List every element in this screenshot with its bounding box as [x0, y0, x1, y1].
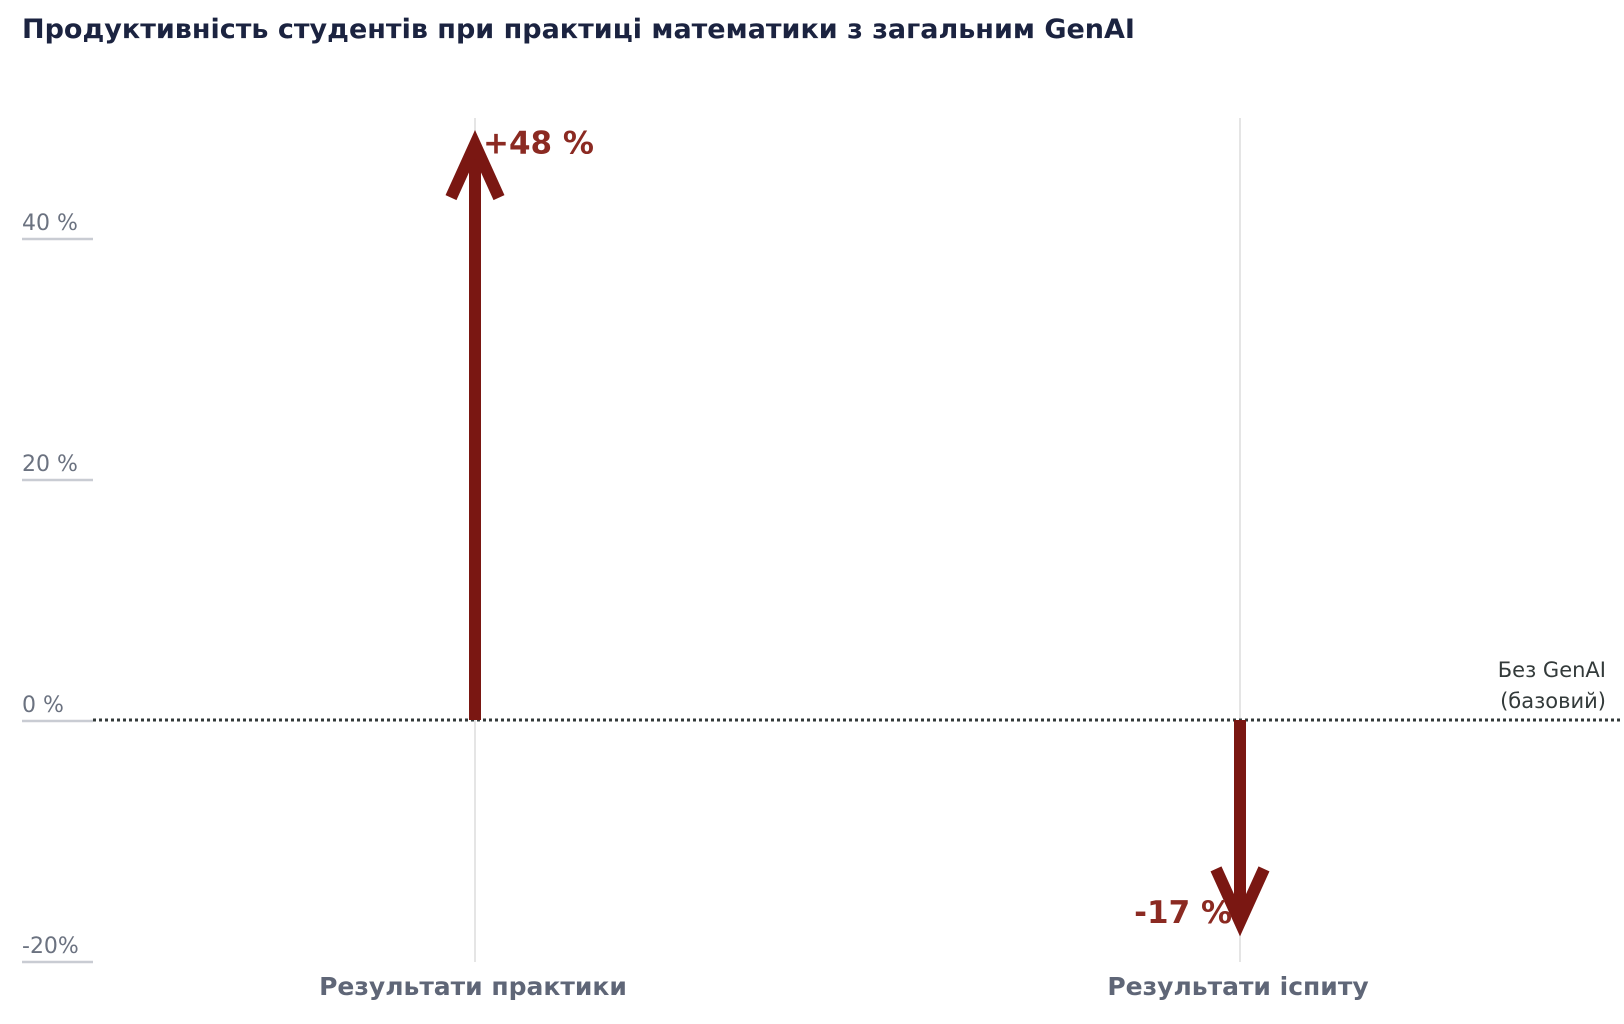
y-tick-label: -20%	[22, 934, 79, 959]
category-label: Результати іспиту	[1107, 972, 1368, 1001]
y-tick-label: 20 %	[22, 452, 78, 477]
grid-layer	[474, 118, 1241, 962]
arrow-head-1	[445, 130, 505, 201]
baseline-label: Без GenAI	[1498, 658, 1606, 682]
baseline-label: (базовий)	[1500, 689, 1606, 713]
y-tick-label: 0 %	[22, 693, 64, 718]
value-label: +48 %	[483, 126, 594, 162]
value-label: -17 %	[1134, 895, 1232, 931]
labels-layer: +48 % -17 % Результати практики Результати …	[319, 126, 1369, 1001]
baseline-layer: Без GenAI (базовий)	[93, 658, 1622, 722]
y-tick-label: 40 %	[22, 211, 78, 236]
y-axis: -20% 0 % 20 % 40 %	[22, 211, 93, 964]
arrow-head-2	[1210, 866, 1270, 937]
category-label: Результати практики	[319, 972, 627, 1001]
marks-layer	[445, 130, 1270, 937]
chart-title: Продуктивність студентів при практиці ма…	[22, 14, 1135, 45]
